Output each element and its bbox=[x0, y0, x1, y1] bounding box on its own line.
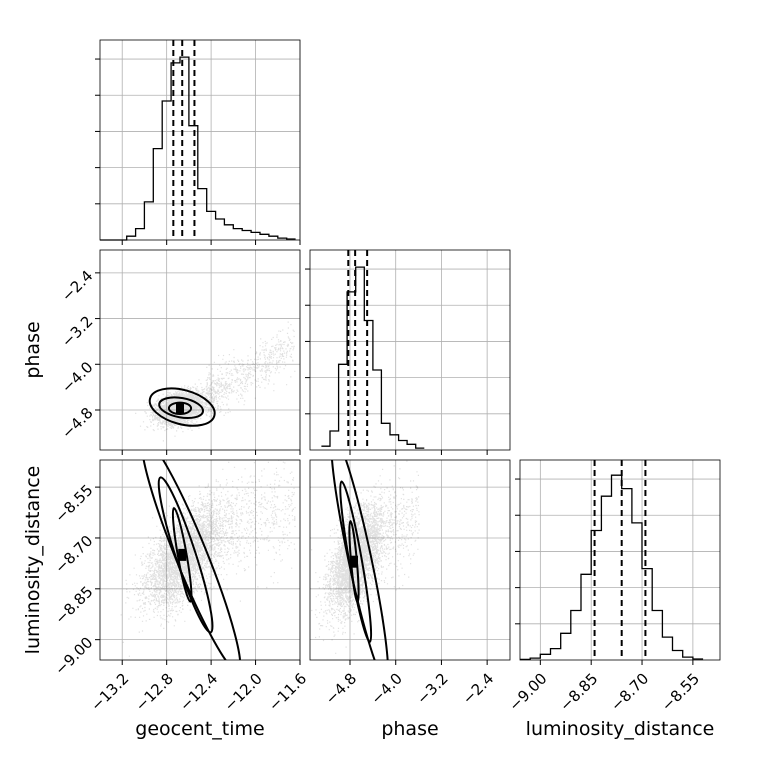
x-axis-title-luminosity-distance: luminosity_distance bbox=[526, 718, 715, 740]
scatter-lumdist-phase-sample-points bbox=[311, 460, 420, 654]
scatter-lumdist-phase-frame bbox=[309, 459, 511, 661]
scatter-lumdist-geocent-contour-2 bbox=[157, 476, 214, 634]
scatter-lumdist-phase-points bbox=[311, 460, 420, 660]
hist-phase-step-line bbox=[321, 266, 425, 449]
hist-geocent-time-frame bbox=[99, 39, 301, 241]
scatter-phase-geocent-peak-cell bbox=[176, 402, 184, 415]
phase-ytick-label-2: −4.0 bbox=[58, 358, 96, 396]
scatter-phase-geocent-contour-2 bbox=[158, 396, 205, 420]
y-axis-title-luminosity-distance: luminosity_distance bbox=[22, 466, 44, 655]
geocent-time-xtick-label-2: −12.4 bbox=[176, 670, 221, 715]
hist-luminosity-distance-frame bbox=[519, 459, 721, 661]
scatter-lumdist-geocent-contour-3 bbox=[171, 507, 193, 603]
phase-xtick-label-3: −2.4 bbox=[459, 669, 497, 707]
luminosity-distance-xtick-label-0: −9.00 bbox=[505, 669, 550, 714]
scatter-lumdist-geocent-peak-cell bbox=[178, 548, 187, 561]
scatter-phase-geocent-sample-points bbox=[135, 321, 296, 442]
geocent-time-xtick-label-4: −11.6 bbox=[265, 670, 310, 715]
geocent-time-xtick-label-3: −12.0 bbox=[221, 670, 266, 715]
luminosity-distance-ytick-label-2: −8.85 bbox=[51, 583, 96, 628]
luminosity-distance-ytick-label-1: −8.70 bbox=[51, 532, 96, 577]
phase-ytick-label-1: −3.2 bbox=[58, 312, 96, 350]
phase-xtick-label-2: −3.2 bbox=[413, 670, 451, 708]
scatter-lumdist-phase-peak-cell bbox=[350, 555, 358, 568]
y-axis-title-phase: phase bbox=[22, 321, 44, 378]
scatter-lumdist-geocent-frame bbox=[99, 459, 301, 661]
x-axis-title-geocent-time: geocent_time bbox=[135, 718, 264, 740]
luminosity-distance-ytick-label-0: −8.55 bbox=[51, 481, 96, 526]
geocent-time-xtick-label-0: −13.2 bbox=[87, 670, 132, 715]
scatter-lumdist-phase-contour-2 bbox=[339, 480, 373, 643]
phase-ytick-label-0: −2.4 bbox=[58, 267, 96, 305]
scatter-phase-geocent-frame bbox=[99, 249, 301, 451]
phase-xtick-label-0: −4.8 bbox=[322, 670, 360, 708]
hist-geocent-time-step-line bbox=[100, 56, 296, 241]
luminosity-distance-ytick-label-3: −9.00 bbox=[51, 633, 96, 678]
scatter-lumdist-geocent-sample-points bbox=[120, 460, 296, 657]
phase-xtick-label-1: −4.0 bbox=[367, 670, 405, 708]
phase-ytick-label-3: −4.8 bbox=[58, 404, 96, 442]
hist-luminosity-distance-step-line bbox=[520, 474, 704, 661]
scatter-phase-geocent-points bbox=[135, 321, 296, 442]
scatter-lumdist-geocent-points bbox=[120, 460, 296, 660]
scatter-phase-geocent-contour-1 bbox=[148, 387, 216, 427]
luminosity-distance-xtick-label-1: −8.85 bbox=[556, 670, 601, 715]
geocent-time-xtick-label-1: −12.8 bbox=[132, 670, 177, 715]
x-axis-title-phase: phase bbox=[381, 718, 438, 740]
hist-phase-frame bbox=[309, 249, 511, 451]
luminosity-distance-xtick-label-2: −8.70 bbox=[607, 670, 652, 715]
luminosity-distance-xtick-label-3: −8.55 bbox=[658, 670, 703, 715]
